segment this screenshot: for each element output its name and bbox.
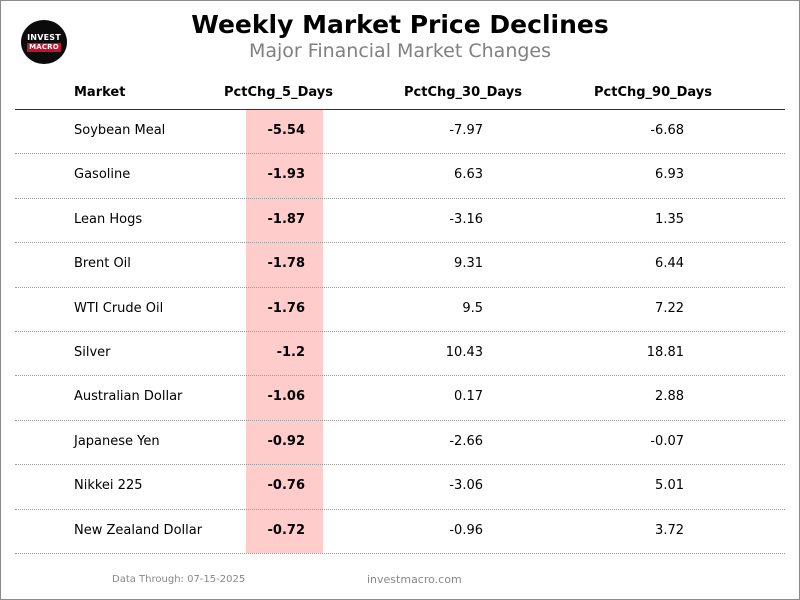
cell-pctchg-90-days: 1.35	[655, 211, 684, 227]
cell-pctchg-90-days: 7.22	[655, 300, 684, 316]
cell-pctchg-30-days: 9.31	[454, 256, 483, 272]
cell-pctchg-90-days: 5.01	[655, 478, 684, 494]
cell-pctchg-5-days: -1.06	[267, 389, 305, 405]
cell-pctchg-5-days: -0.92	[267, 433, 305, 449]
cell-market: Australian Dollar	[74, 389, 183, 405]
cell-market: Lean Hogs	[74, 211, 143, 227]
cell-pctchg-90-days: 3.72	[655, 522, 684, 538]
investmacro-logo: INVEST MACRO	[21, 20, 67, 64]
row-divider	[15, 375, 785, 377]
cell-pctchg-5-days: -5.54	[267, 123, 305, 138]
cell-market: Brent Oil	[74, 256, 131, 272]
column-header-5-days: PctChg_5_Days	[224, 85, 333, 100]
cell-pctchg-30-days: -3.16	[449, 211, 483, 227]
cell-pctchg-5-days: -1.78	[267, 256, 305, 272]
row-divider	[15, 419, 785, 421]
row-divider	[15, 242, 785, 244]
row-divider	[15, 286, 785, 288]
cell-pctchg-90-days: 6.93	[655, 167, 684, 183]
cell-pctchg-90-days: -0.07	[650, 433, 684, 449]
cell-market: Gasoline	[74, 167, 131, 183]
cell-pctchg-5-days: -1.87	[267, 211, 305, 227]
cell-market: Soybean Meal	[74, 123, 166, 138]
cell-market: New Zealand Dollar	[74, 522, 203, 538]
cell-market: Japanese Yen	[74, 433, 160, 449]
source-site: investmacro.com	[367, 573, 462, 586]
logo-text-invest: INVEST	[27, 32, 61, 42]
row-divider	[15, 331, 785, 332]
cell-pctchg-5-days: -1.76	[267, 300, 305, 316]
cell-pctchg-30-days: 10.43	[445, 345, 483, 360]
cell-market: Silver	[74, 345, 111, 360]
chart-subtitle: Major Financial Market Changes	[248, 40, 552, 62]
cell-pctchg-5-days: -1.2	[276, 345, 305, 360]
row-divider	[15, 464, 785, 466]
cell-pctchg-5-days: -0.72	[267, 522, 305, 538]
data-through-note: Data Through: 07-15-2025	[112, 574, 246, 585]
cell-pctchg-90-days: 18.81	[646, 345, 684, 360]
cell-pctchg-30-days: -3.06	[449, 478, 483, 494]
cell-pctchg-30-days: 9.5	[462, 300, 483, 316]
row-divider	[15, 153, 785, 155]
column-header-market: Market	[74, 85, 126, 100]
column-header-90-days: PctChg_90_Days	[594, 85, 713, 100]
cell-market: WTI Crude Oil	[74, 300, 164, 316]
cell-pctchg-5-days: -1.93	[267, 167, 305, 183]
cell-market: Nikkei 225	[74, 478, 143, 494]
cell-pctchg-90-days: 2.88	[655, 389, 684, 405]
row-divider	[15, 553, 785, 554]
cell-pctchg-90-days: 6.44	[655, 256, 684, 272]
cell-pctchg-30-days: 0.17	[454, 389, 483, 405]
cell-pctchg-90-days: -6.68	[650, 123, 684, 138]
cell-pctchg-30-days: 6.63	[454, 167, 483, 183]
cell-pctchg-30-days: -0.96	[449, 522, 483, 538]
chart-title: Weekly Market Price Declines	[191, 10, 609, 39]
row-divider	[15, 197, 785, 199]
cell-pctchg-30-days: -2.66	[449, 433, 483, 449]
cell-pctchg-30-days: -7.97	[449, 123, 483, 138]
column-header-30-days: PctChg_30_Days	[404, 85, 523, 100]
logo-text-macro: MACRO	[27, 42, 61, 52]
row-divider	[15, 508, 785, 510]
cell-pctchg-5-days: -0.76	[267, 478, 305, 494]
header-divider	[15, 109, 785, 110]
